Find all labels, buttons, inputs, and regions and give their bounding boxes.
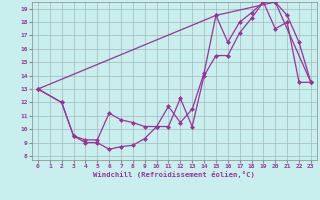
X-axis label: Windchill (Refroidissement éolien,°C): Windchill (Refroidissement éolien,°C) (93, 171, 255, 178)
